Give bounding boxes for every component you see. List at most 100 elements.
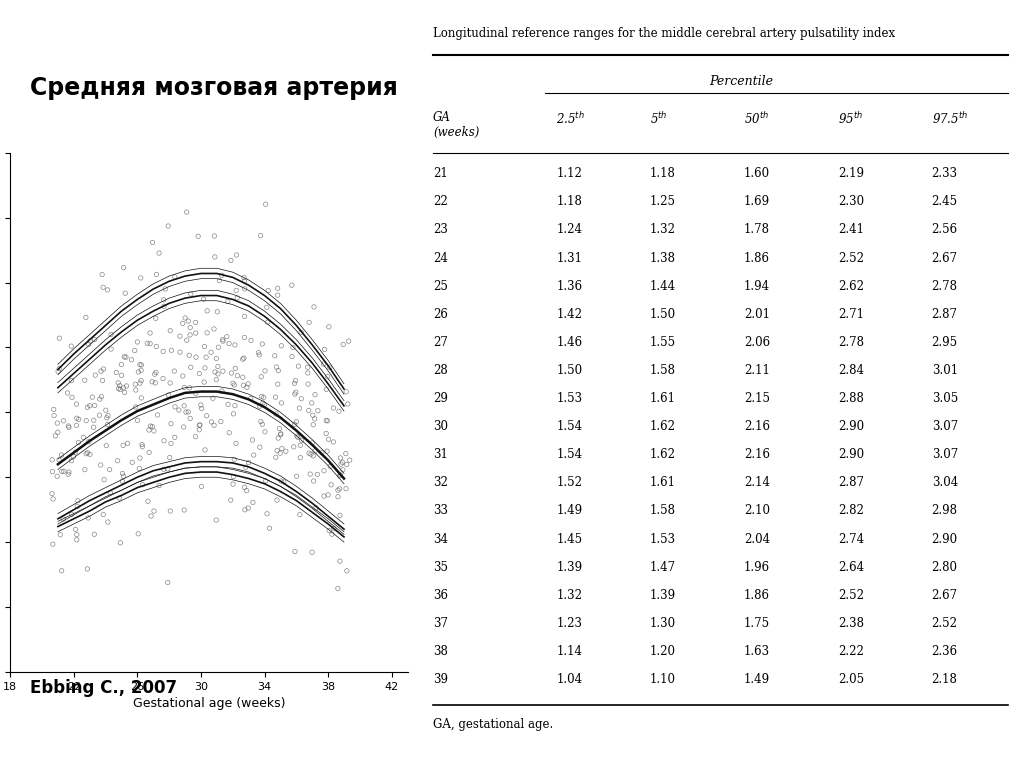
Text: 2.45: 2.45 [932, 196, 957, 209]
Text: 1.31: 1.31 [556, 252, 583, 265]
Point [197, 341, 213, 353]
Point [52, 528, 69, 541]
Point [252, 229, 268, 242]
Point [166, 365, 182, 377]
Point [111, 382, 127, 394]
Point [253, 390, 269, 403]
Point [60, 421, 77, 433]
Point [163, 344, 179, 357]
Text: 1.39: 1.39 [650, 589, 676, 601]
Point [55, 415, 72, 427]
Text: 1.47: 1.47 [650, 561, 676, 574]
Point [123, 354, 139, 366]
Text: 1.58: 1.58 [650, 364, 676, 377]
Point [269, 444, 286, 456]
Point [306, 413, 323, 425]
Text: 2.16: 2.16 [744, 448, 770, 461]
Point [229, 291, 246, 304]
Text: 2.90: 2.90 [838, 448, 864, 461]
Point [102, 328, 119, 341]
Point [226, 453, 243, 466]
Text: 26: 26 [433, 308, 447, 321]
Point [301, 316, 317, 328]
Text: 2.67: 2.67 [932, 252, 957, 265]
Point [268, 494, 285, 506]
Point [50, 426, 67, 439]
Point [140, 424, 157, 436]
Point [199, 410, 215, 422]
Point [300, 361, 316, 374]
Text: 2.87: 2.87 [838, 476, 864, 489]
Point [227, 437, 244, 449]
Point [199, 304, 215, 317]
Point [114, 475, 130, 487]
Text: 1.20: 1.20 [650, 645, 676, 658]
Point [326, 436, 342, 448]
Text: 1.62: 1.62 [650, 420, 676, 433]
Point [287, 418, 303, 430]
Text: 1.50: 1.50 [650, 308, 676, 321]
Point [268, 408, 285, 420]
Point [45, 538, 61, 550]
Point [323, 479, 339, 491]
Point [176, 400, 193, 412]
Point [269, 289, 286, 301]
Point [290, 360, 306, 372]
Text: 1.10: 1.10 [650, 673, 676, 686]
Point [240, 377, 256, 390]
Text: 1.14: 1.14 [556, 645, 583, 658]
Point [273, 475, 290, 487]
Point [160, 220, 176, 232]
Point [94, 374, 111, 387]
Text: 27: 27 [433, 336, 447, 349]
Text: 1.32: 1.32 [556, 589, 583, 601]
Point [86, 414, 102, 426]
Point [78, 448, 94, 460]
Point [206, 323, 222, 335]
Point [255, 391, 271, 403]
Point [241, 456, 257, 469]
Point [71, 413, 87, 426]
Point [187, 316, 204, 328]
Point [77, 463, 93, 476]
Point [302, 468, 318, 480]
Text: 1.24: 1.24 [556, 223, 583, 236]
Point [94, 268, 111, 281]
Point [82, 448, 98, 460]
Point [117, 287, 133, 299]
Point [116, 470, 132, 482]
Text: 2.78: 2.78 [838, 336, 864, 349]
Text: 2.88: 2.88 [838, 392, 863, 405]
Point [101, 463, 118, 476]
Point [330, 491, 346, 503]
Point [196, 376, 212, 388]
Point [228, 285, 245, 297]
Point [259, 508, 275, 520]
Point [340, 398, 356, 410]
Point [208, 514, 224, 526]
Point [143, 510, 160, 522]
Point [150, 409, 166, 421]
Point [273, 443, 290, 455]
Point [69, 534, 85, 546]
Point [268, 361, 285, 374]
Point [115, 439, 131, 452]
Point [203, 346, 219, 358]
Text: 2.38: 2.38 [838, 617, 864, 630]
Point [71, 436, 87, 449]
Point [305, 475, 322, 487]
Point [333, 469, 349, 481]
Text: 1.96: 1.96 [744, 561, 770, 574]
Point [539, 88, 551, 97]
Point [315, 490, 332, 502]
Point [44, 488, 60, 500]
Point [209, 306, 225, 318]
Text: 1.61: 1.61 [650, 476, 676, 489]
Point [288, 416, 304, 428]
Text: 32: 32 [433, 476, 447, 489]
Text: 31: 31 [433, 448, 447, 461]
Text: 28: 28 [433, 364, 447, 377]
Point [163, 417, 179, 430]
Point [182, 321, 199, 334]
Point [131, 463, 147, 475]
